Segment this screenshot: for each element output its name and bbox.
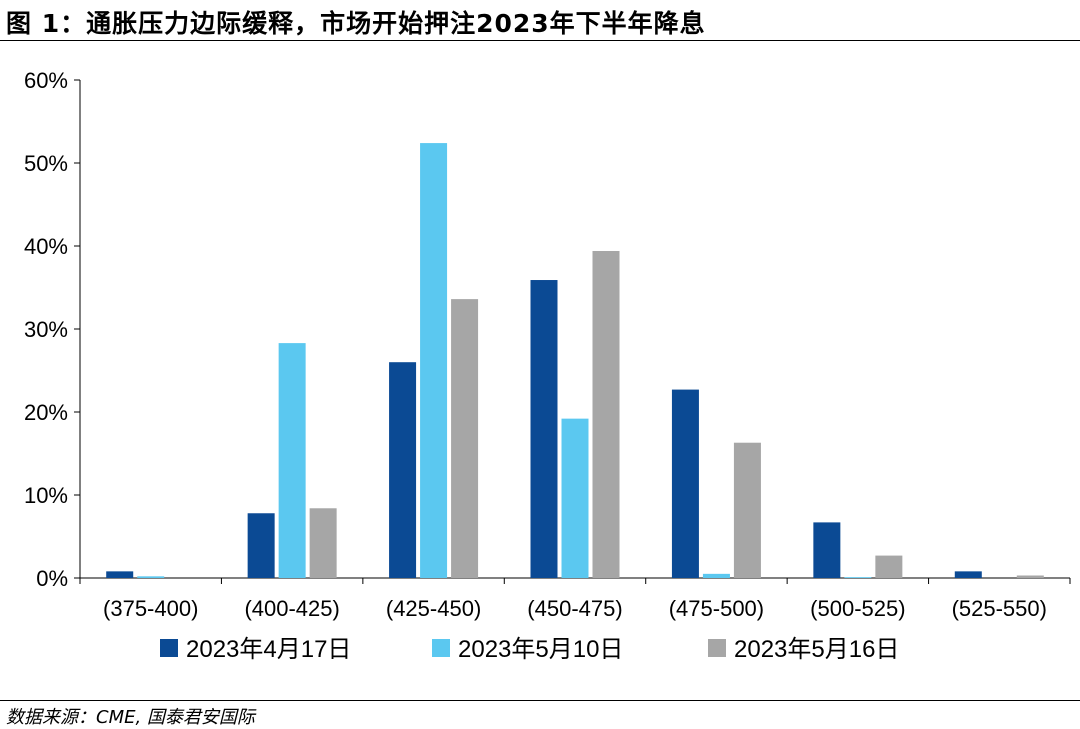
y-tick-label: 20% (24, 400, 68, 425)
bar (592, 250, 620, 579)
bar (875, 555, 903, 578)
title-bar: 图 1：通胀压力边际缓释，市场开始押注2023年下半年降息 (0, 0, 1080, 41)
y-tick-label: 0% (36, 566, 68, 591)
x-tick-label: (425-450) (386, 596, 481, 621)
x-tick-label: (475-500) (669, 596, 764, 621)
bar (278, 343, 306, 578)
legend-swatch (708, 639, 726, 657)
bar (106, 571, 134, 578)
legend-swatch (160, 639, 178, 657)
legend-label: 2023年5月16日 (734, 636, 899, 663)
y-tick-label: 30% (24, 317, 68, 342)
y-tick-label: 40% (24, 234, 68, 259)
bar-chart: 0% 10% 20% 30% 40% 50% 60% (375-400) (400-425) (4… (24, 68, 1071, 663)
y-tick-label: 60% (24, 68, 68, 93)
x-tick-label: (450-475) (527, 596, 622, 621)
x-tick-label: (375-400) (103, 596, 198, 621)
chart-area: 0% 10% 20% 30% 40% 50% 60% (375-400) (400-425) (4… (0, 40, 1080, 700)
bar (813, 522, 841, 578)
legend-label: 2023年4月17日 (186, 636, 351, 663)
legend-swatch (432, 639, 450, 657)
bar (671, 389, 699, 578)
bar (733, 442, 761, 578)
bar (451, 299, 479, 578)
bar (389, 362, 417, 578)
x-tick-label: (500-525) (810, 596, 905, 621)
y-tick-label: 50% (24, 151, 68, 176)
source-divider (0, 700, 1080, 701)
bar (561, 418, 589, 578)
x-tick-label: (400-425) (244, 596, 339, 621)
bar (309, 508, 337, 578)
bar (530, 280, 558, 578)
bar (420, 143, 448, 578)
chart-title: 图 1：通胀压力边际缓释，市场开始押注2023年下半年降息 (6, 9, 706, 38)
legend-label: 2023年5月10日 (458, 636, 623, 663)
bar (247, 513, 275, 578)
bar (1016, 575, 1044, 578)
source-note: 数据来源：CME, 国泰君安国际 (6, 707, 255, 728)
bar (844, 577, 872, 578)
y-tick-label: 10% (24, 483, 68, 508)
x-tick-label: (525-550) (952, 596, 1047, 621)
bar (137, 576, 165, 578)
bar (954, 571, 982, 578)
bar (702, 573, 730, 578)
